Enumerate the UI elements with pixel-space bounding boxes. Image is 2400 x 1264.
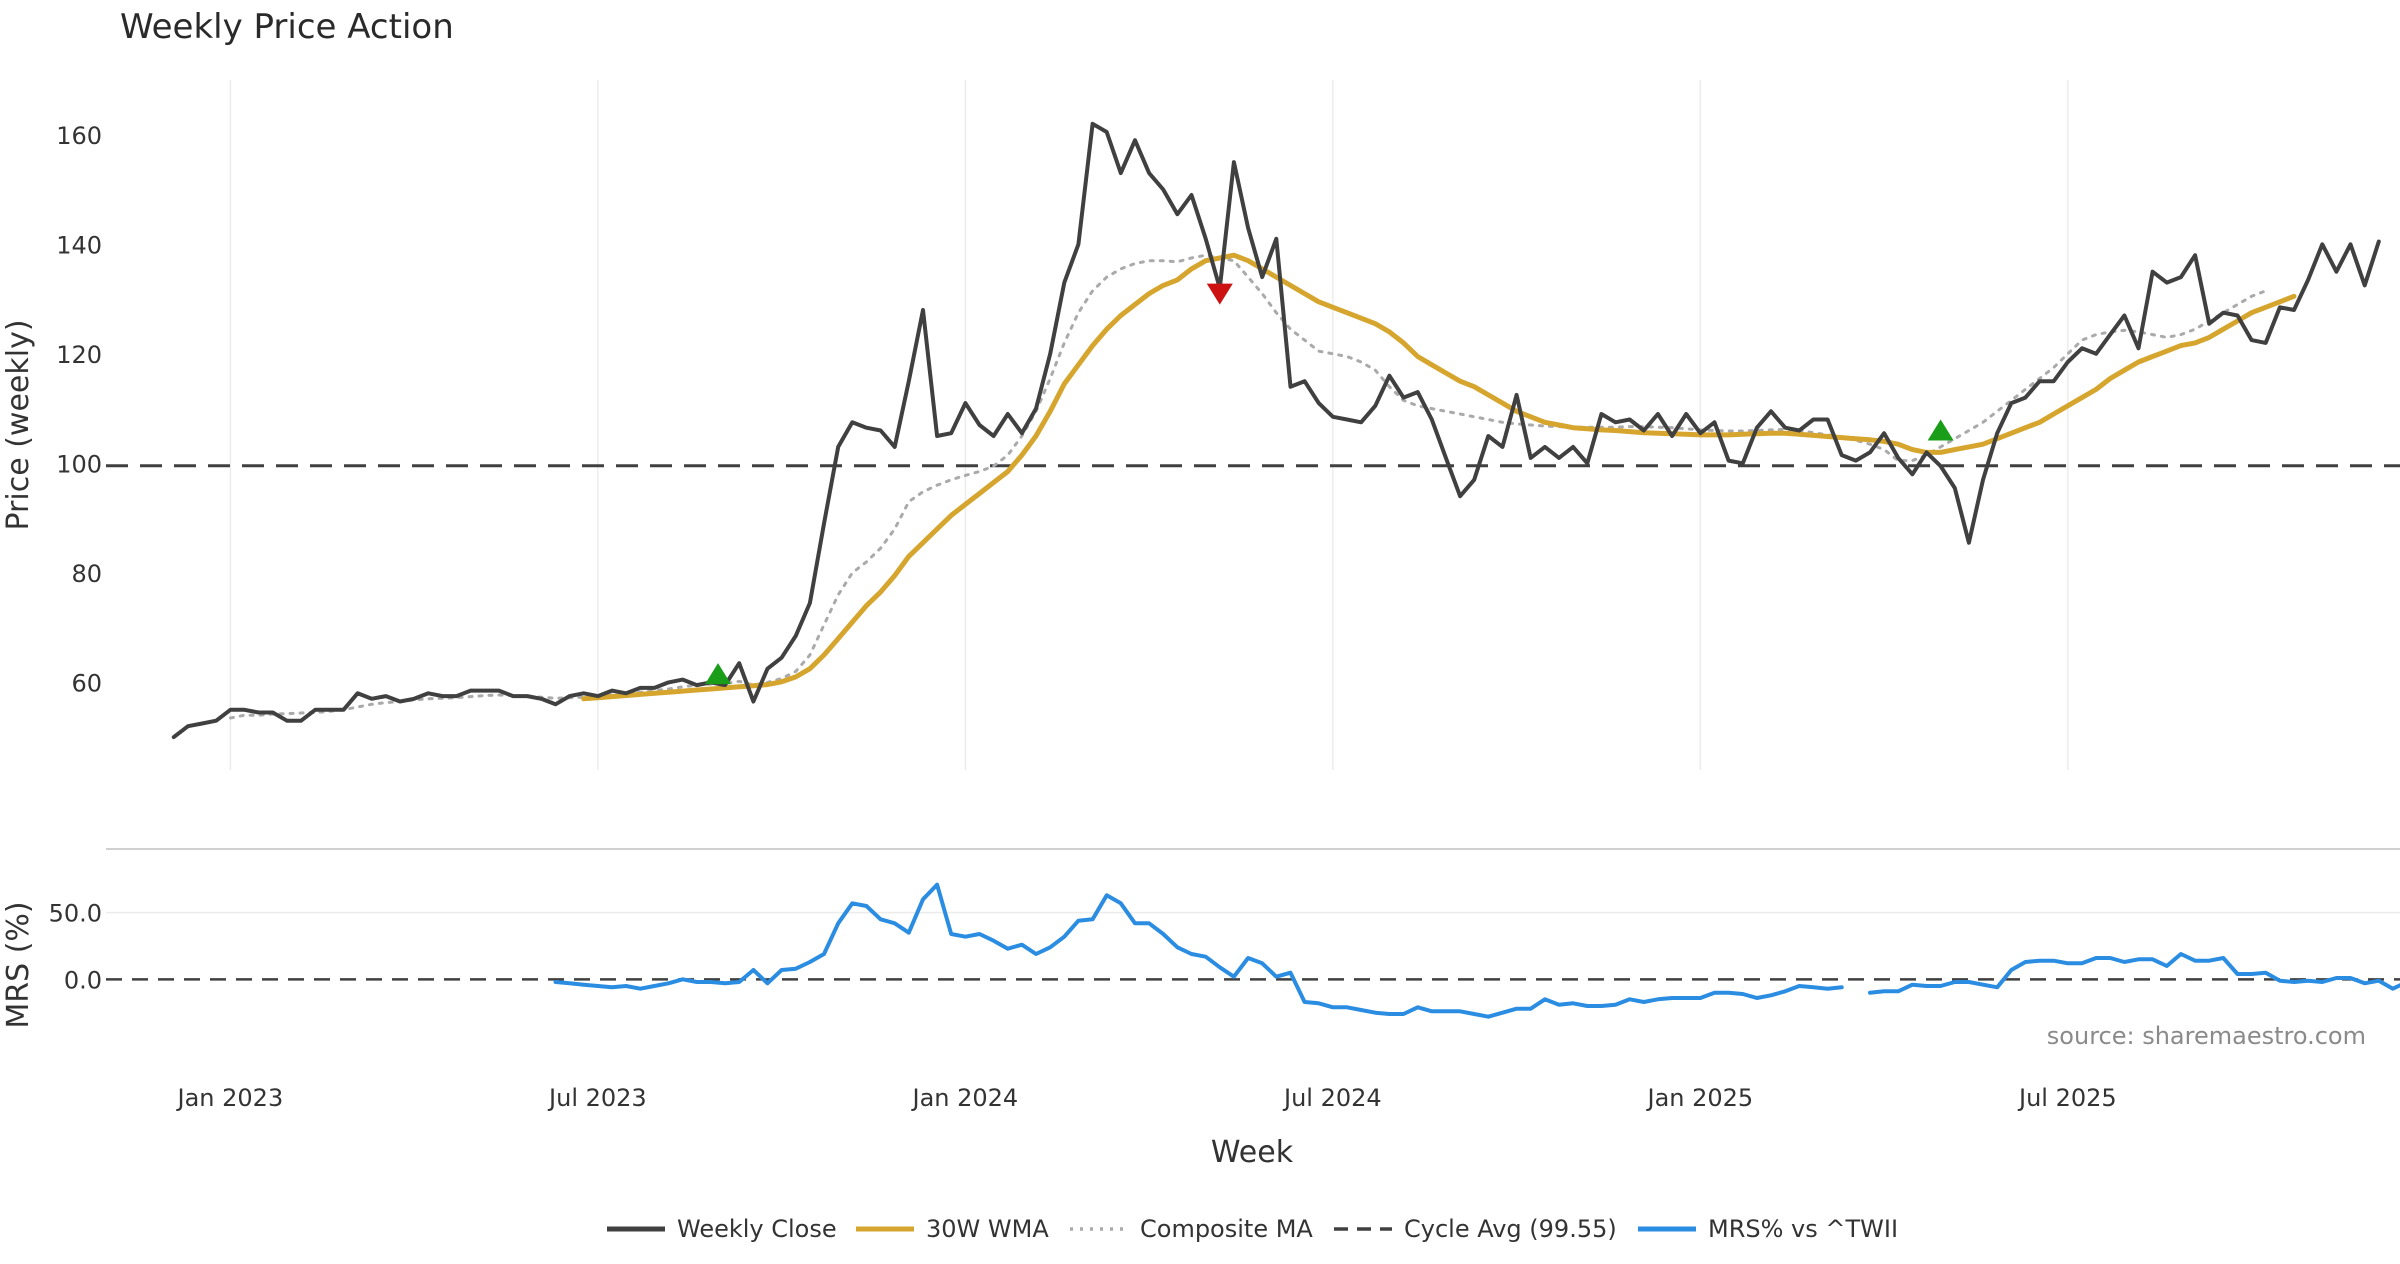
mrs-y-ticks: 0.0 50.0 bbox=[49, 900, 102, 995]
price-y-tick-140: 140 bbox=[56, 231, 102, 259]
composite-ma-line bbox=[230, 255, 2265, 718]
x-tick-label: Jan 2025 bbox=[1645, 1084, 1753, 1112]
sell-signal-marker-1 bbox=[1207, 284, 1233, 305]
wma-30w-line bbox=[584, 255, 2294, 699]
price-y-tick-160: 160 bbox=[56, 122, 102, 150]
legend-label-4: MRS% vs ^TWII bbox=[1708, 1215, 1898, 1243]
x-tick-label: Jan 2023 bbox=[176, 1084, 284, 1112]
legend-label-1: 30W WMA bbox=[926, 1215, 1049, 1243]
x-tick-label: Jul 2024 bbox=[1282, 1084, 1382, 1112]
mrs-y-tick-0: 0.0 bbox=[64, 966, 102, 994]
price-grid bbox=[230, 80, 2067, 770]
price-y-tick-100: 100 bbox=[56, 450, 102, 478]
x-tick-label: Jul 2023 bbox=[547, 1084, 647, 1112]
x-tick-label: Jul 2025 bbox=[2017, 1084, 2117, 1112]
weekly-close-line bbox=[174, 124, 2379, 737]
legend-label-2: Composite MA bbox=[1140, 1215, 1313, 1243]
price-y-tick-60: 60 bbox=[71, 669, 102, 697]
price-y-axis-label: Price (weekly) bbox=[1, 319, 36, 530]
mrs-line bbox=[556, 885, 2400, 1017]
x-axis-label: Week bbox=[1211, 1135, 1294, 1170]
x-ticks: Jan 2023 Jul 2023 Jan 2024 Jul 2024 Jan 2025… bbox=[176, 1084, 2117, 1112]
price-series bbox=[106, 124, 2400, 737]
mrs-series bbox=[106, 885, 2400, 1017]
source-watermark: source: sharemaestro.com bbox=[2047, 1022, 2366, 1050]
x-tick-label: Jan 2024 bbox=[911, 1084, 1019, 1112]
legend-label-0: Weekly Close bbox=[677, 1215, 837, 1243]
legend-label-3: Cycle Avg (99.55) bbox=[1404, 1215, 1617, 1243]
price-y-tick-120: 120 bbox=[56, 341, 102, 369]
chart-title: Weekly Price Action bbox=[120, 7, 454, 47]
buy-signal-marker-2 bbox=[1928, 419, 1954, 440]
mrs-y-tick-50: 50.0 bbox=[49, 900, 102, 928]
legend: Weekly Close 30W WMA Composite MA Cycle Avg… bbox=[607, 1215, 1898, 1243]
mrs-y-axis-label: MRS (%) bbox=[1, 901, 36, 1028]
price-y-ticks: 60 80 100 120 140 160 bbox=[56, 122, 102, 698]
price-y-tick-80: 80 bbox=[71, 560, 102, 588]
price-signals bbox=[705, 284, 1954, 685]
buy-signal-marker-0 bbox=[705, 663, 731, 684]
